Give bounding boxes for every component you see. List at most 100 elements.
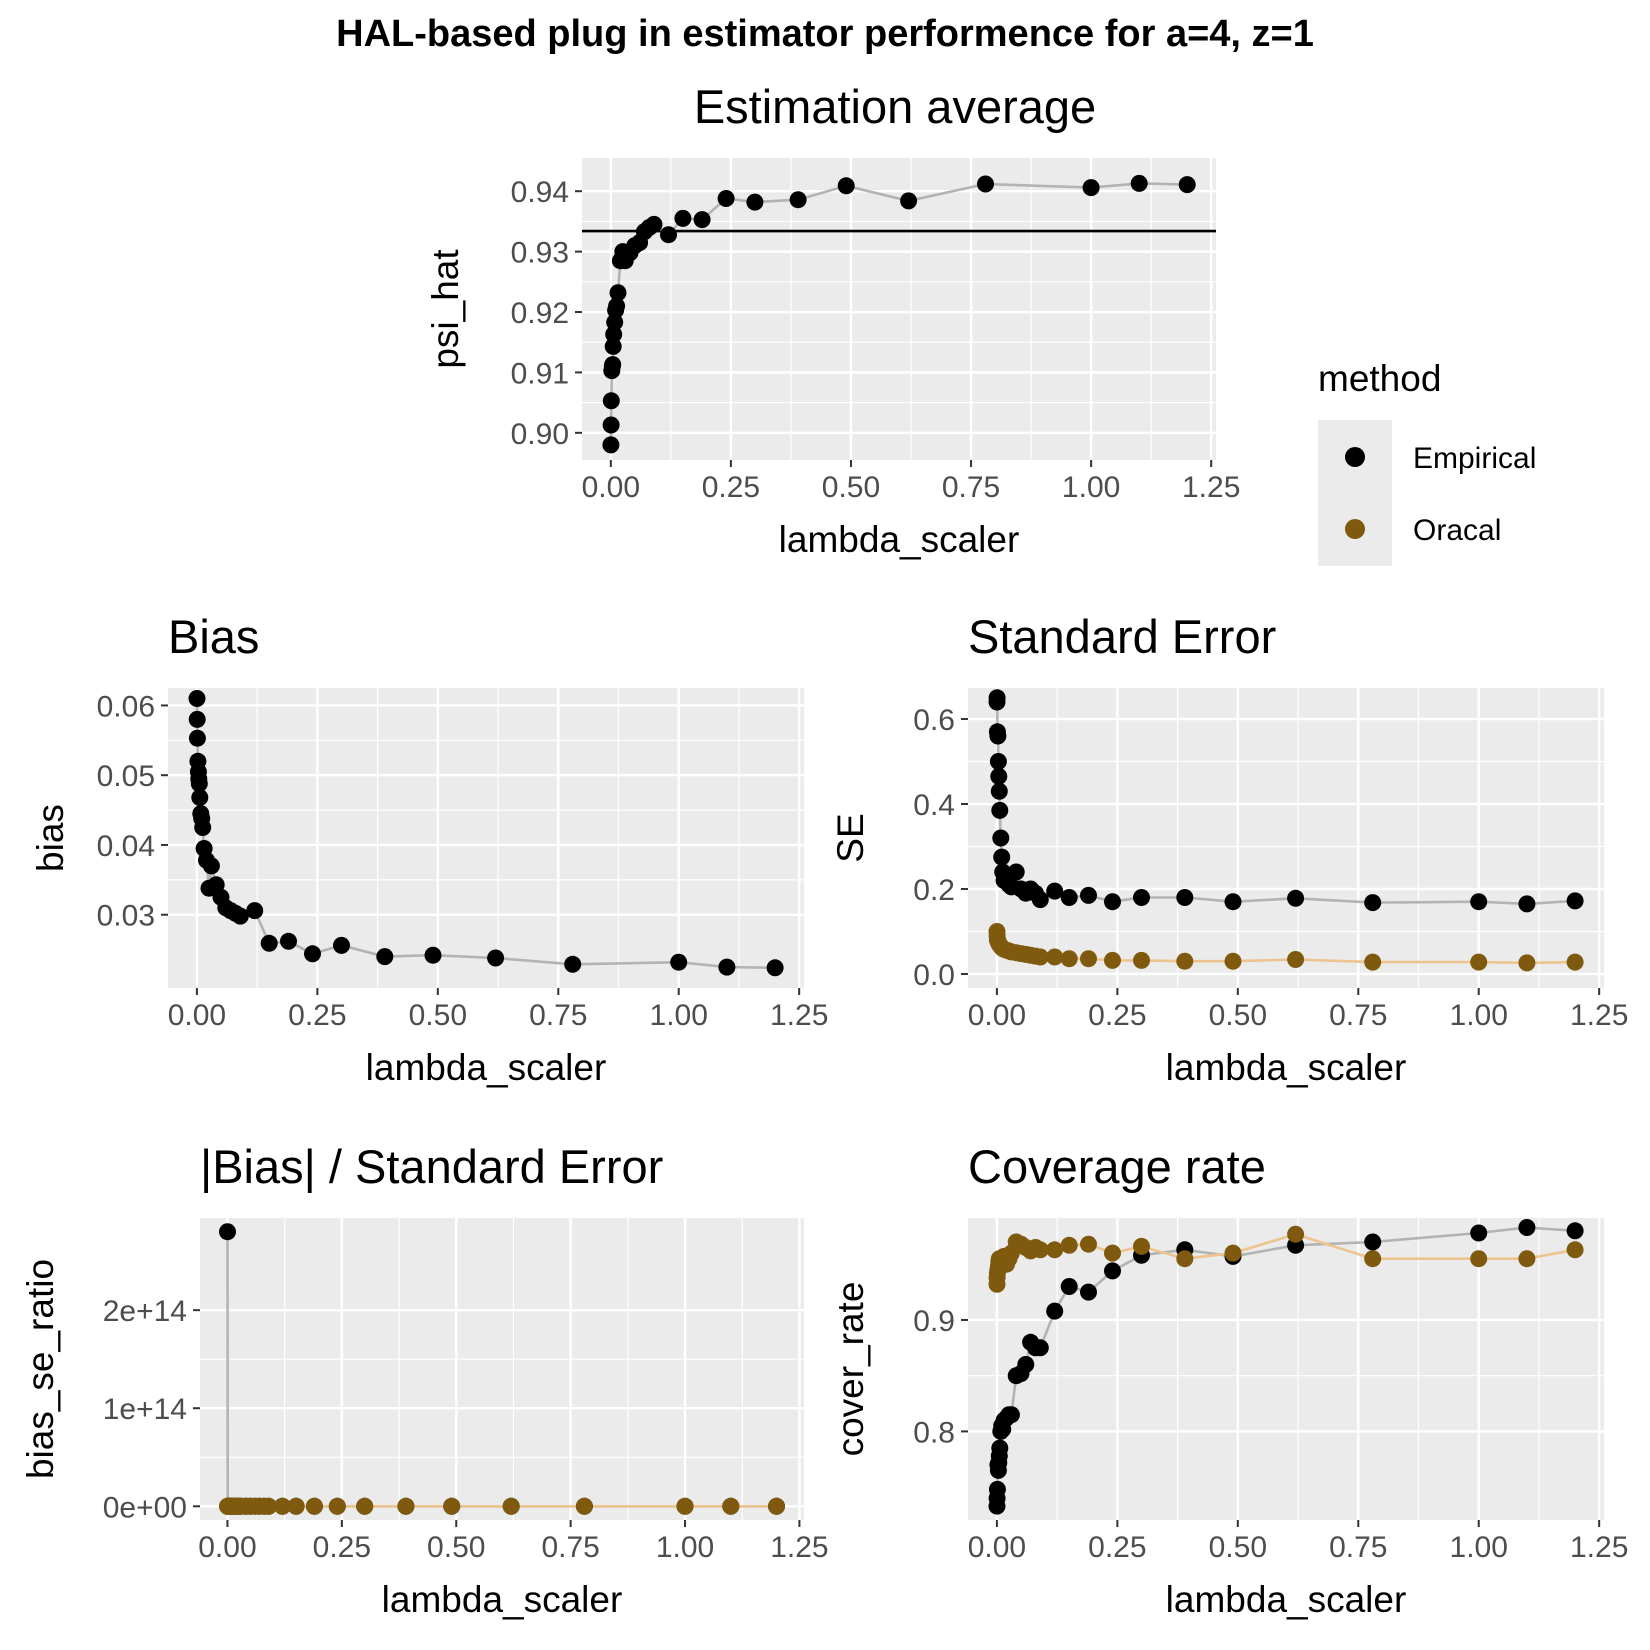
data-point-empirical bbox=[604, 356, 622, 374]
data-point-empirical bbox=[1104, 1262, 1121, 1280]
x-tick-label: 1.25 bbox=[770, 1531, 828, 1564]
y-axis-title: psi_hat bbox=[425, 249, 466, 369]
y-tick-label: 0.04 bbox=[97, 830, 155, 863]
data-point-oracal bbox=[1133, 1237, 1150, 1255]
data-point-oracal bbox=[502, 1497, 520, 1515]
data-point-oracal bbox=[1470, 953, 1488, 971]
data-point-empirical bbox=[674, 209, 692, 227]
data-point-empirical bbox=[1060, 889, 1078, 906]
x-tick-label: 0.00 bbox=[198, 1531, 256, 1564]
data-point-oracal bbox=[1046, 948, 1064, 966]
x-tick-label: 0.75 bbox=[541, 1531, 599, 1564]
data-point-oracal bbox=[1287, 1225, 1305, 1243]
data-point-empirical bbox=[1104, 893, 1121, 911]
data-point-empirical bbox=[1007, 863, 1025, 881]
data-point-oracal bbox=[1060, 950, 1078, 968]
data-point-oracal bbox=[722, 1497, 740, 1515]
data-point-oracal bbox=[260, 1497, 278, 1515]
panel-title-bias: Bias bbox=[168, 610, 259, 663]
data-point-empirical bbox=[333, 936, 350, 954]
x-axis-title: lambda_scaler bbox=[779, 519, 1020, 560]
panel-bias-se-ratio: 0.00 0.25 0.50 0.75 1.00 1.25 0e+00 1e+14 2e+14 |… bbox=[20, 1140, 829, 1620]
data-point-empirical bbox=[1518, 895, 1536, 913]
x-tick-label: 1.00 bbox=[650, 999, 708, 1032]
data-point-empirical bbox=[604, 337, 622, 355]
y-tick-label: 0.0 bbox=[913, 959, 955, 992]
y-axis-title: SE bbox=[830, 813, 871, 862]
panel-coverage-rate: 0.00 0.25 0.50 0.75 1.00 1.25 0.8 0.9 Coverage r… bbox=[830, 1140, 1628, 1620]
data-point-empirical bbox=[645, 215, 663, 233]
x-tick-label: 0.25 bbox=[1088, 999, 1146, 1032]
data-point-empirical bbox=[1130, 174, 1148, 192]
plot-background bbox=[582, 158, 1216, 460]
data-point-oracal bbox=[287, 1497, 305, 1515]
legend-key-oracal bbox=[1345, 519, 1365, 539]
data-point-oracal bbox=[1364, 953, 1382, 971]
data-point-empirical bbox=[487, 949, 505, 967]
data-point-oracal bbox=[1133, 951, 1150, 969]
x-tick-label: 0.50 bbox=[822, 471, 880, 504]
data-point-empirical bbox=[191, 789, 209, 806]
data-point-empirical bbox=[989, 727, 1007, 745]
data-point-empirical bbox=[1080, 886, 1097, 904]
data-point-empirical bbox=[1017, 1356, 1035, 1373]
legend: method Empirical Oracal bbox=[1318, 358, 1536, 566]
y-tick-label: 0.9 bbox=[913, 1305, 955, 1338]
data-point-oracal bbox=[1566, 953, 1584, 971]
data-point-empirical bbox=[717, 190, 735, 207]
data-point-empirical bbox=[670, 953, 688, 971]
data-point-oracal bbox=[273, 1497, 291, 1515]
x-tick-label: 0.50 bbox=[427, 1531, 485, 1564]
x-tick-label: 0.00 bbox=[168, 999, 226, 1032]
data-point-empirical bbox=[602, 436, 620, 454]
legend-key-empirical bbox=[1345, 447, 1365, 467]
data-point-empirical bbox=[718, 958, 736, 976]
data-point-oracal bbox=[1031, 1241, 1049, 1259]
x-tick-label: 0.25 bbox=[313, 1531, 371, 1564]
data-point-empirical bbox=[1082, 179, 1100, 197]
data-point-oracal bbox=[1080, 950, 1097, 968]
x-tick-label: 0.00 bbox=[582, 471, 640, 504]
data-point-empirical bbox=[190, 775, 208, 793]
data-point-empirical bbox=[602, 416, 620, 434]
panel-bias: 0.00 0.25 0.50 0.75 1.00 1.25 0.03 0.04 0.05 0.06… bbox=[30, 610, 828, 1088]
y-tick-label: 0.2 bbox=[913, 874, 955, 907]
data-point-empirical bbox=[1060, 1278, 1078, 1295]
plot-background bbox=[968, 688, 1604, 988]
data-point-empirical bbox=[602, 392, 620, 410]
x-axis-title: lambda_scaler bbox=[1166, 1579, 1407, 1620]
data-point-empirical bbox=[280, 932, 297, 950]
panel-title-coverage-rate: Coverage rate bbox=[968, 1140, 1266, 1193]
data-point-oracal bbox=[1224, 952, 1242, 970]
x-tick-label: 0.75 bbox=[1329, 999, 1387, 1032]
data-point-empirical bbox=[1080, 1283, 1097, 1301]
data-point-oracal bbox=[356, 1497, 374, 1515]
data-point-empirical bbox=[993, 848, 1011, 866]
data-point-oracal bbox=[1176, 952, 1194, 970]
data-point-empirical bbox=[606, 313, 624, 331]
x-tick-label: 1.25 bbox=[1570, 1531, 1628, 1564]
data-point-empirical bbox=[977, 175, 994, 193]
y-tick-label: 0.92 bbox=[511, 297, 569, 330]
data-point-empirical bbox=[766, 959, 784, 977]
x-tick-label: 1.00 bbox=[1450, 1531, 1508, 1564]
data-point-oracal bbox=[443, 1497, 461, 1515]
data-point-oracal bbox=[768, 1497, 785, 1515]
data-point-oracal bbox=[1470, 1250, 1488, 1268]
y-tick-label: 0.05 bbox=[97, 760, 155, 793]
data-point-empirical bbox=[1518, 1219, 1536, 1236]
data-point-oracal bbox=[397, 1497, 415, 1515]
data-point-empirical bbox=[1178, 176, 1196, 194]
data-point-oracal bbox=[1104, 951, 1121, 969]
panel-title-bias-se-ratio: |Bias| / Standard Error bbox=[200, 1140, 663, 1193]
data-point-oracal bbox=[575, 1497, 593, 1515]
data-point-empirical bbox=[219, 1223, 236, 1241]
data-point-empirical bbox=[991, 801, 1009, 819]
data-point-empirical bbox=[188, 690, 206, 707]
data-point-empirical bbox=[376, 948, 394, 966]
figure-title: HAL-based plug in estimator performence … bbox=[336, 13, 1314, 55]
x-tick-label: 1.00 bbox=[1062, 471, 1120, 504]
data-point-empirical bbox=[260, 934, 278, 952]
plot-background bbox=[968, 1218, 1604, 1520]
data-point-empirical bbox=[989, 753, 1007, 770]
